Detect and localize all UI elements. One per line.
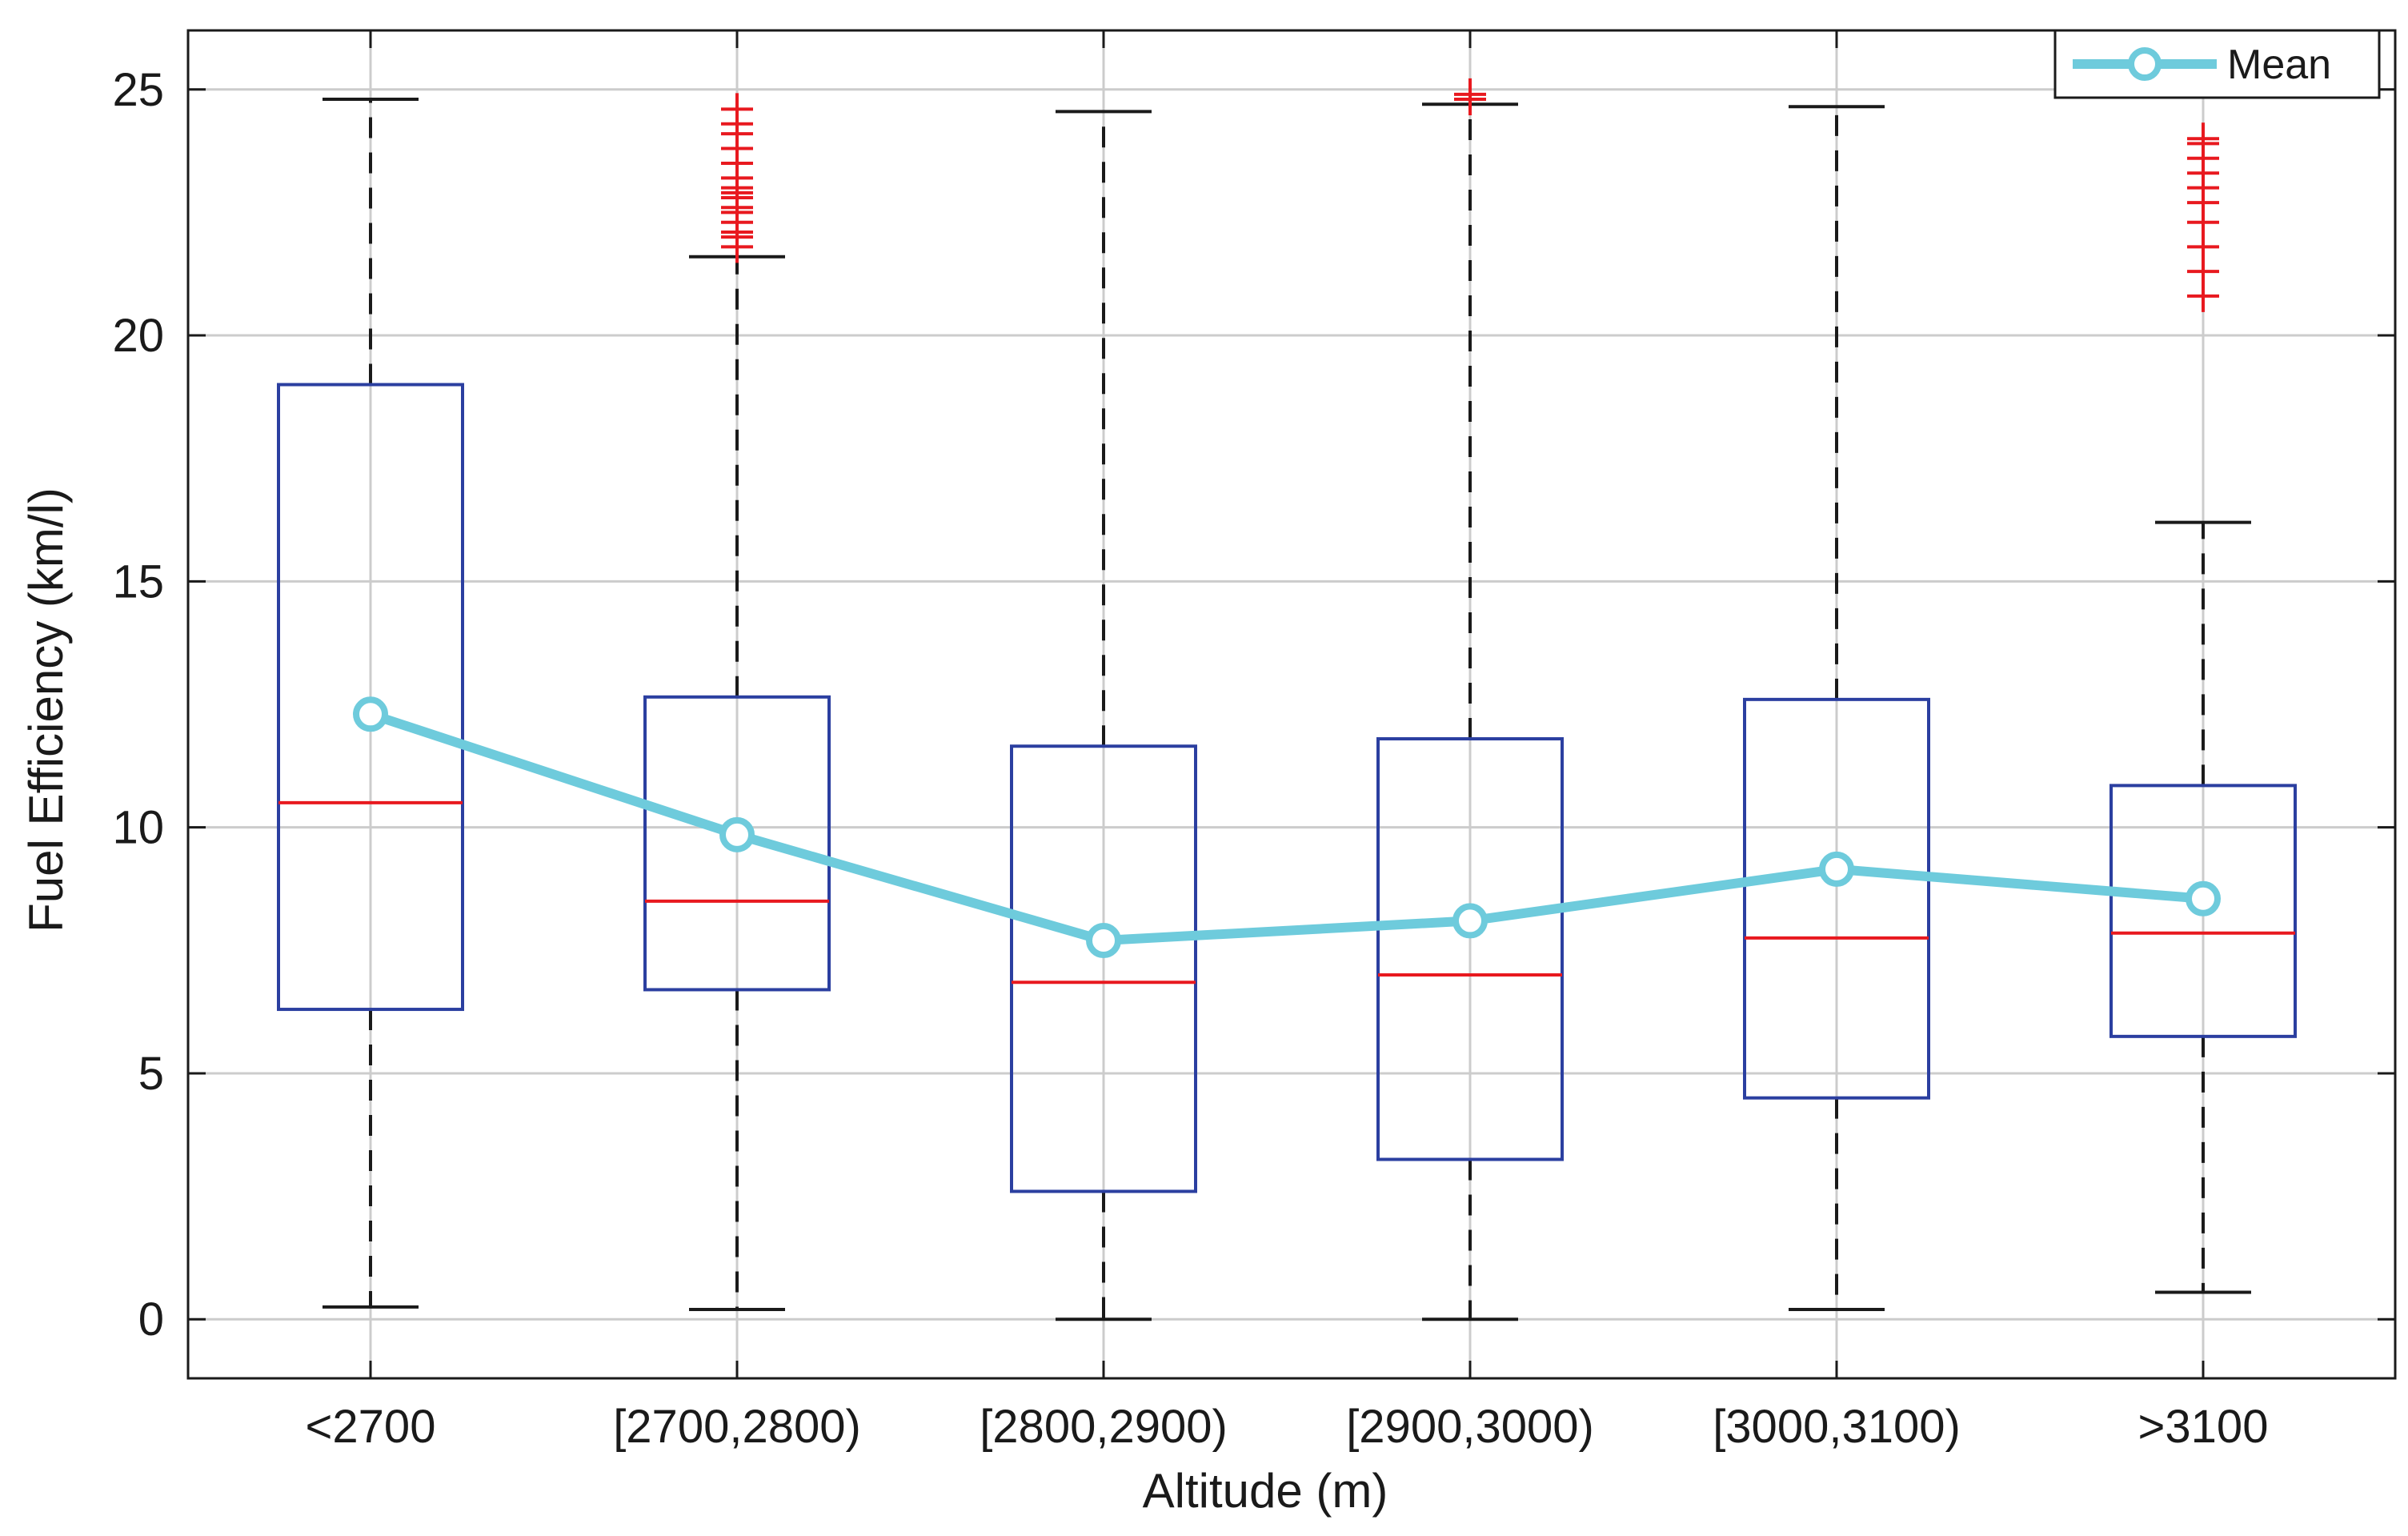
iqr-box xyxy=(1376,737,1564,1161)
y-tick-label: 10 xyxy=(112,802,164,854)
x-tick-label: <2700 xyxy=(306,1401,436,1453)
iqr-box xyxy=(277,383,464,1012)
x-axis-title: Altitude (m) xyxy=(1143,1464,1388,1518)
x-tick-label: [2800,2900) xyxy=(980,1401,1228,1453)
mean-line xyxy=(369,709,2204,946)
y-axis-title: Fuel Efficiency (km/l) xyxy=(19,487,73,932)
box-plot-group xyxy=(277,98,464,1309)
box-plot-group xyxy=(1743,105,1930,1311)
iqr-box xyxy=(643,695,831,992)
y-tick-label: 0 xyxy=(138,1293,164,1346)
legend-mean-label: Mean xyxy=(2227,42,2331,88)
mean-point xyxy=(1452,903,1488,939)
iqr-box xyxy=(1743,697,1930,1100)
mean-point xyxy=(1819,851,1854,887)
iqr-box xyxy=(1010,744,1197,1193)
iqr-box xyxy=(2110,784,2297,1038)
mean-point xyxy=(2186,880,2221,916)
grid-lines xyxy=(188,30,2395,1378)
y-tick-label: 5 xyxy=(138,1048,164,1100)
y-tick-label: 25 xyxy=(112,64,164,116)
mean-point xyxy=(719,816,755,852)
y-tick-label: 15 xyxy=(112,555,164,608)
mean-series xyxy=(353,696,2221,959)
x-tick-label: [3000,3100) xyxy=(1713,1401,1961,1453)
plot-area-frame xyxy=(186,29,2397,1380)
legend-mean-marker xyxy=(2128,47,2162,81)
box-plot-group xyxy=(2110,122,2297,1294)
box-plot-group xyxy=(1376,78,1564,1321)
y-tick-label: 20 xyxy=(112,310,164,362)
legend[interactable]: Mean xyxy=(2053,29,2381,99)
mean-point xyxy=(1086,923,1121,959)
x-tick-label: [2900,3000) xyxy=(1346,1401,1594,1453)
box-plot-group xyxy=(643,93,831,1311)
box-plots xyxy=(277,78,2297,1321)
x-tick-label: [2700,2800) xyxy=(613,1401,861,1453)
axis-ticks: 0 5 10 15 20 25 <2700 [2700,2800) [2800,2900) [29… xyxy=(112,30,2395,1453)
box-plot-group xyxy=(1010,110,1197,1321)
x-tick-label: >3100 xyxy=(2138,1401,2269,1453)
mean-point xyxy=(353,696,388,732)
